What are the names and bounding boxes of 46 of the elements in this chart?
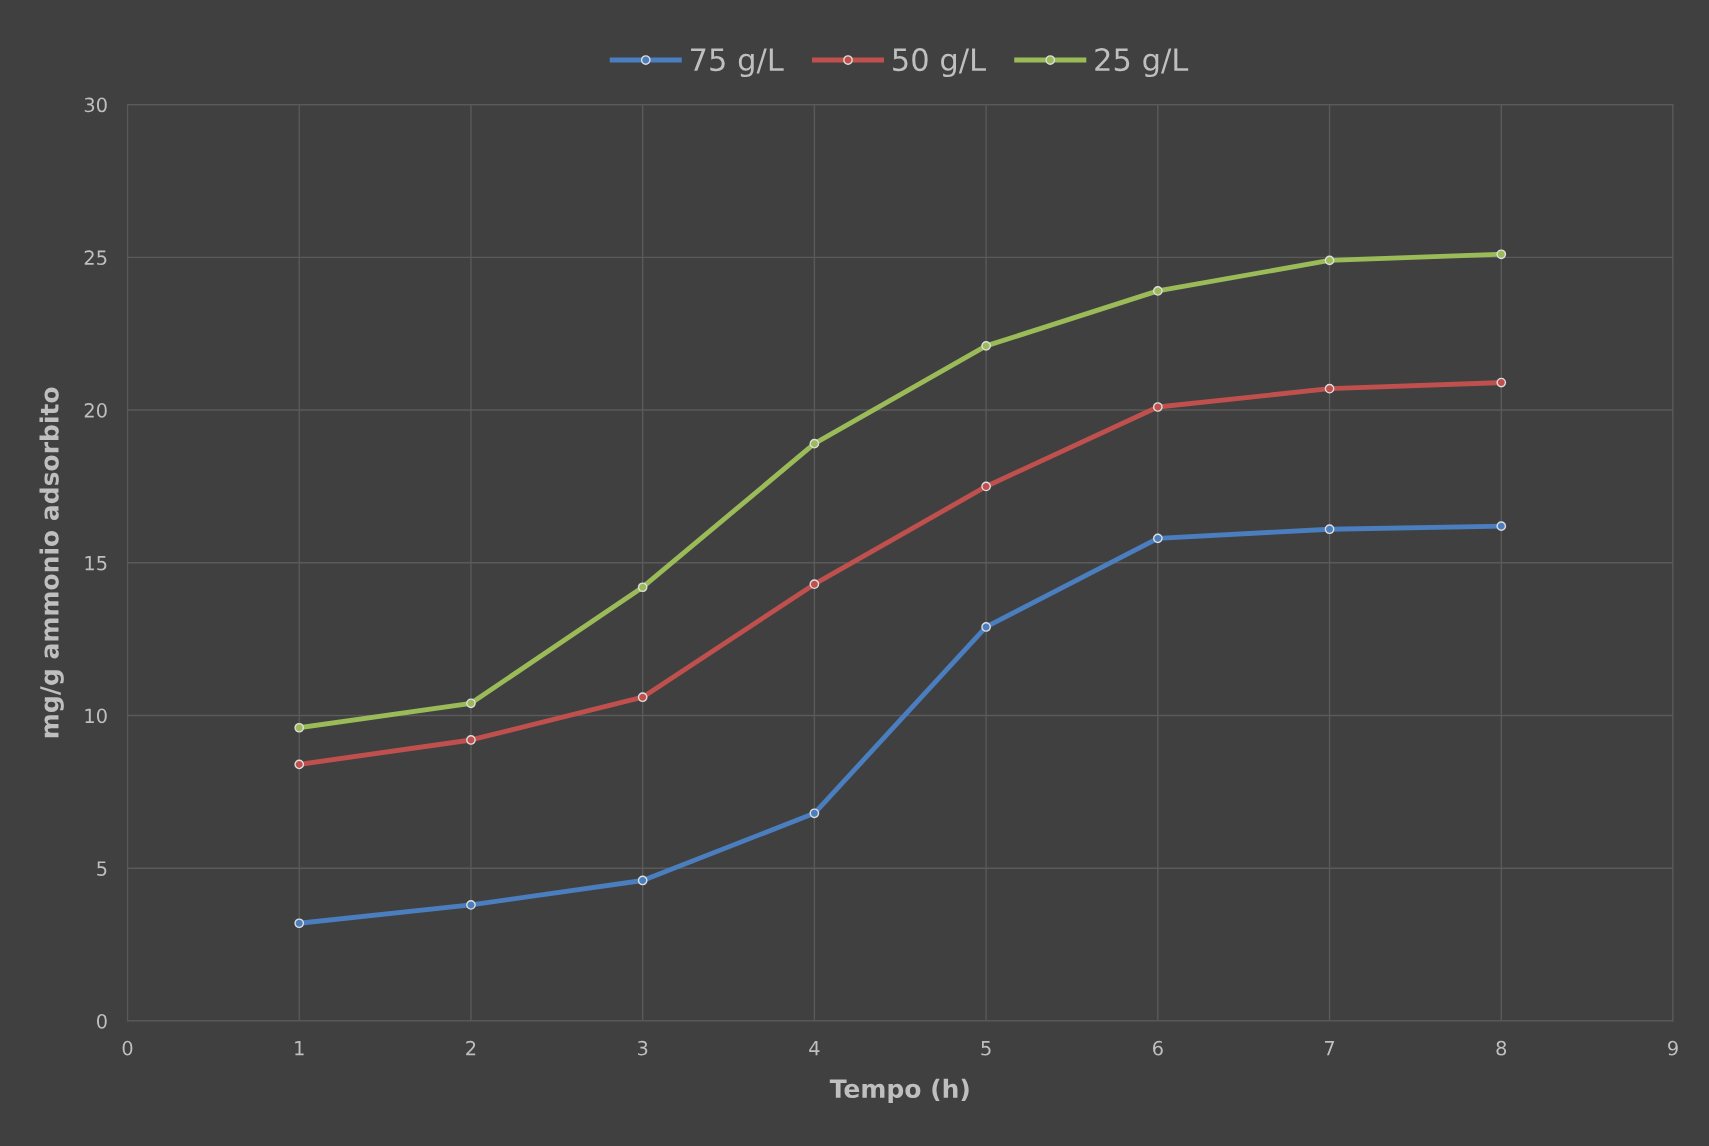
legend-label: 50 g/L [893, 48, 986, 78]
x-tick-label: 7 [1324, 1041, 1335, 1056]
point [637, 582, 648, 593]
x-tick-label: 6 [1153, 1040, 1163, 1056]
point [981, 622, 991, 632]
x-tick-label: 5 [981, 1041, 991, 1056]
point [294, 759, 305, 770]
legend-label: 75 g/L [691, 48, 784, 78]
point [294, 722, 305, 733]
point [466, 900, 476, 910]
point [1152, 533, 1163, 544]
x-tick-label: 8 [1496, 1040, 1507, 1056]
y-tick-label: 25 [84, 250, 107, 265]
point [981, 341, 991, 351]
point [809, 438, 820, 449]
y-tick-label: 15 [85, 556, 107, 571]
point [1496, 521, 1507, 532]
x-tick-label: 4 [809, 1041, 820, 1056]
point [1324, 524, 1335, 535]
x-tick-label: 9 [1668, 1040, 1678, 1056]
y-tick-label: 10 [85, 708, 107, 724]
point [1152, 286, 1163, 296]
x-tick-label: 1 [295, 1041, 304, 1056]
point [1496, 377, 1507, 388]
point [809, 808, 820, 819]
y-axis-title: mg/g ammonio adsorbito [39, 387, 64, 738]
point [294, 918, 305, 929]
point [981, 481, 991, 492]
point [637, 875, 648, 886]
point [1324, 255, 1335, 266]
x-axis-title: Tempo (h) [829, 1078, 969, 1103]
point [1324, 383, 1335, 394]
point [1152, 402, 1163, 412]
legend-label: 25 g/L [1095, 48, 1189, 78]
y-tick-label: 20 [84, 403, 107, 418]
point [466, 698, 476, 709]
point [809, 579, 820, 590]
point [466, 735, 476, 745]
y-tick-label: 30 [84, 97, 107, 113]
x-tick-label: 3 [637, 1040, 648, 1056]
x-tick-label: 2 [466, 1040, 476, 1056]
y-tick-label: 5 [97, 861, 107, 876]
point [637, 692, 648, 703]
point [1496, 249, 1507, 260]
y-tick-label: 0 [96, 1013, 107, 1029]
x-tick-label: 0 [122, 1040, 133, 1056]
